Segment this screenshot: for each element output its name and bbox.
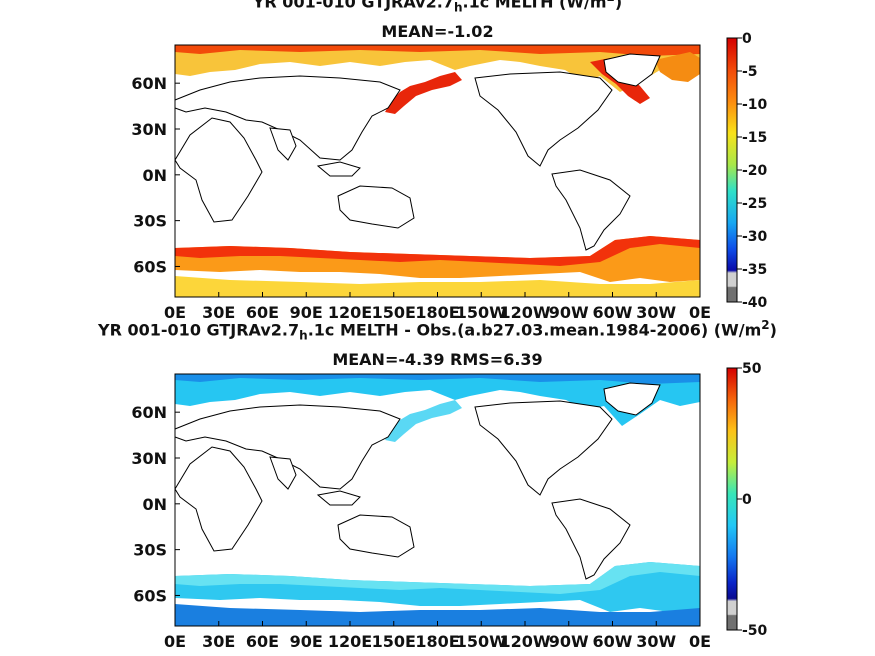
map1-n-america (474, 71, 613, 167)
colorbar-tick-label: 0 (742, 31, 752, 47)
x-tick-label: 120W (499, 303, 550, 322)
map1-australia (337, 185, 415, 229)
y-tick-label: 60S (133, 586, 167, 605)
map1-greenland-sea (655, 52, 700, 82)
x-tick-label: 120E (328, 632, 372, 651)
x-tick-label: 120W (499, 632, 550, 651)
map2-southern-light (175, 562, 700, 594)
x-tick-label: 0E (689, 632, 711, 651)
panel2-subtitle: MEAN=-4.39 RMS=6.39 (332, 350, 543, 369)
map1-continents (174, 53, 661, 251)
x-tick-label: 0E (164, 303, 186, 322)
y-tick-label: 0N (142, 166, 167, 185)
x-tick-label: 150W (456, 632, 507, 651)
panel2-map (174, 373, 701, 627)
panel2-colorbar (726, 367, 738, 631)
y-tick-label: 60N (131, 403, 167, 422)
map2-nw-pacific (385, 400, 462, 442)
colorbar-tick-label: 50 (742, 361, 762, 377)
map1-nw-pacific (385, 72, 462, 114)
map2-indonesia (316, 490, 361, 506)
x-tick-label: 90E (290, 303, 323, 322)
panel1-y-ticks: 60N 30N 0N 30S 60S (131, 74, 180, 276)
x-tick-label: 180E (415, 303, 459, 322)
colorbar-tick-label: -40 (742, 295, 768, 311)
map2-arctic-ice (175, 374, 700, 426)
map1-india (269, 127, 297, 161)
panel2-y-ticks: 60N 30N 0N 30S 60S (131, 403, 180, 605)
panel1-colorbar (726, 37, 738, 303)
x-tick-label: 30E (202, 303, 235, 322)
map1-s-america (551, 169, 631, 251)
x-tick-label: 150E (372, 632, 416, 651)
x-tick-label: 30W (636, 632, 676, 651)
map1-arctic-ice (175, 45, 700, 92)
x-tick-label: 90W (549, 303, 589, 322)
colorbar-tick-label: -50 (742, 623, 768, 639)
colorbar-tick-label: 0 (742, 492, 752, 508)
x-tick-label: 120E (328, 303, 372, 322)
x-tick-label: 60E (246, 303, 279, 322)
panel1-map (174, 44, 701, 298)
map2-australia (337, 514, 415, 558)
map2-greenland (603, 382, 661, 416)
x-tick-label: 150E (372, 303, 416, 322)
colorbar2-ticks: 50 0 -50 (737, 361, 768, 639)
y-tick-label: 60S (133, 257, 167, 276)
map2-s-america (551, 498, 631, 580)
colorbar1 (726, 37, 738, 303)
y-tick-label: 30N (131, 120, 167, 139)
x-tick-label: 30W (636, 303, 676, 322)
colorbar-tick-label: -20 (742, 163, 768, 179)
map2-arctic-deep (175, 374, 700, 384)
colorbar-tick-label: -5 (742, 64, 758, 80)
y-tick-label: 60N (131, 74, 167, 93)
x-tick-label: 0E (689, 303, 711, 322)
y-tick-label: 30N (131, 449, 167, 468)
x-tick-label: 60W (593, 303, 633, 322)
map2-continents (174, 382, 661, 580)
y-tick-label: 0N (142, 495, 167, 514)
map1-arctic-red-band (175, 45, 700, 56)
colorbar2 (726, 367, 738, 631)
x-tick-label: 60E (246, 632, 279, 651)
map2-africa (174, 446, 263, 552)
colorbar-tick-label: -25 (742, 196, 767, 212)
x-tick-label: 90W (549, 632, 589, 651)
x-tick-label: 60W (593, 632, 633, 651)
map1-greenland (603, 53, 661, 87)
map2-n-america (474, 400, 613, 496)
colorbar-tick-label: -10 (742, 97, 768, 113)
map1-africa (174, 117, 263, 223)
colorbar1-ticks: 0 -5 -10 -15 -20 -25 -30 -35 -40 (737, 31, 768, 311)
map2-eurasia (174, 404, 401, 490)
y-tick-label: 30S (133, 212, 167, 231)
colorbar-tick-label: -35 (742, 262, 767, 278)
x-tick-label: 150W (456, 303, 507, 322)
y-tick-label: 30S (133, 541, 167, 560)
map1-indonesia (316, 161, 361, 177)
x-tick-label: 0E (164, 632, 186, 651)
panel1-title: YR 001-010 GTJRAv2.7h.1c MELTH (W/m2) (252, 0, 623, 15)
x-tick-label: 90E (290, 632, 323, 651)
x-tick-label: 30E (202, 632, 235, 651)
map2-antarctic-margin (175, 604, 700, 626)
x-tick-label: 180E (415, 632, 459, 651)
map1-eurasia (174, 75, 401, 161)
map1-antarctic-margin (175, 276, 700, 297)
colorbar-tick-label: -30 (742, 229, 768, 245)
panel1-subtitle: MEAN=-1.02 (381, 22, 494, 41)
map1-southern-red (175, 236, 700, 266)
colorbar-tick-label: -15 (742, 130, 767, 146)
panel2-title: YR 001-010 GTJRAv2.7h.1c MELTH - Obs.(a.… (98, 318, 777, 343)
map2-india (269, 456, 297, 490)
